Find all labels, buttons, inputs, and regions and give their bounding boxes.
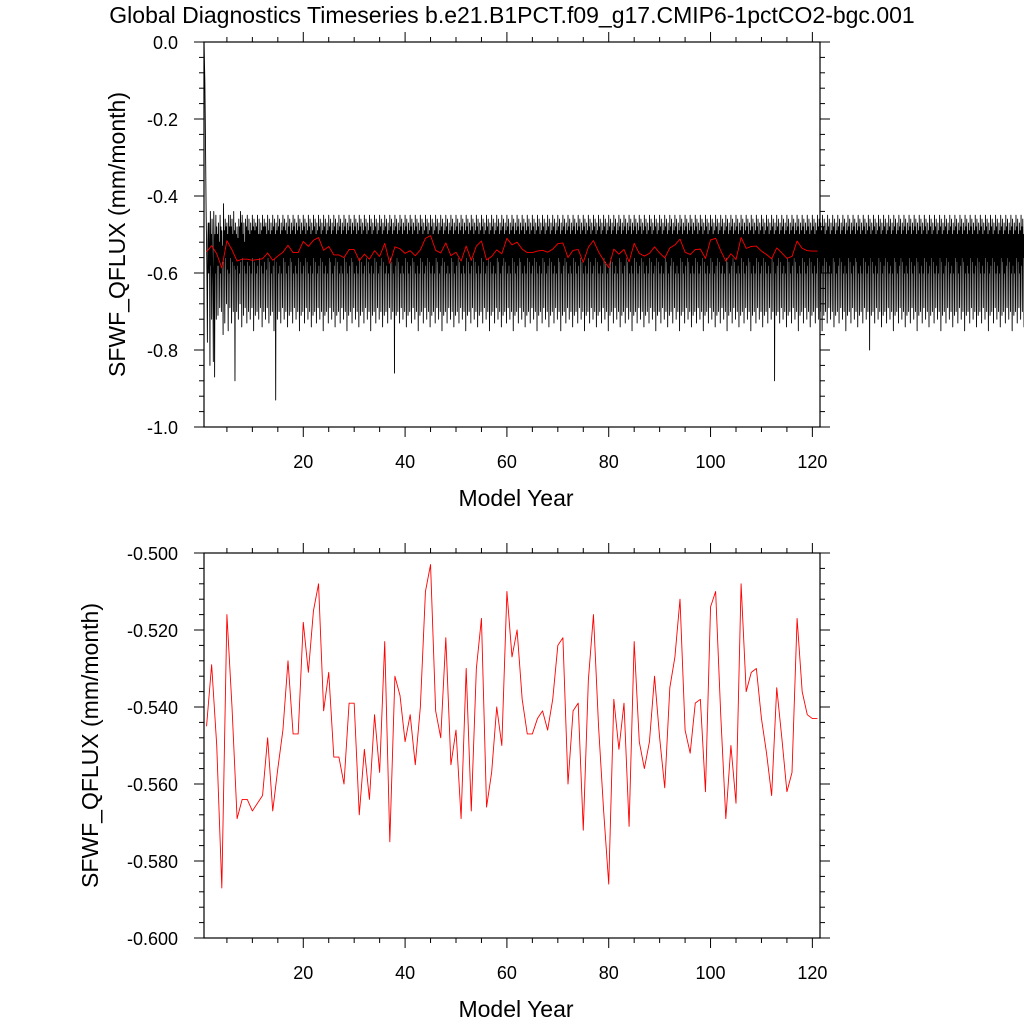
x-tick-label: 80 <box>599 452 619 472</box>
x-tick-label: 120 <box>797 963 827 983</box>
x-tick-label: 60 <box>497 452 517 472</box>
y-tick-label: -0.2 <box>147 110 178 130</box>
x-tick-label: 100 <box>696 963 726 983</box>
y-tick-label: -0.8 <box>147 341 178 361</box>
x-tick-label: 20 <box>293 963 313 983</box>
y-tick-label: -0.520 <box>127 621 178 641</box>
y-tick-label: -1.0 <box>147 418 178 438</box>
x-axis-label: Model Year <box>458 485 573 511</box>
x-tick-label: 120 <box>797 452 827 472</box>
x-tick-label: 60 <box>497 963 517 983</box>
y-tick-label: -0.540 <box>127 698 178 718</box>
x-tick-label: 100 <box>696 452 726 472</box>
x-tick-label: 40 <box>395 963 415 983</box>
y-tick-label: -0.500 <box>127 544 178 564</box>
y-tick-label: -0.4 <box>147 187 178 207</box>
y-axis-label: SFWF_QFLUX (mm/month) <box>104 92 130 377</box>
chart-bottom: 20 40 60 80 100 120 -0.500 -0.520 -0.540 -0.560 -0… <box>77 543 830 1022</box>
page-title: Global Diagnostics Timeseries b.e21.B1PC… <box>109 2 915 28</box>
x-tick-label: 40 <box>395 452 415 472</box>
plot-frame <box>203 552 821 939</box>
y-tick-label: -0.560 <box>127 775 178 795</box>
x-tick-label: 20 <box>293 452 313 472</box>
y-tick-label: -0.6 <box>147 264 178 284</box>
x-axis-label: Model Year <box>458 996 573 1022</box>
plot-frame <box>203 41 821 428</box>
y-axis-label: SFWF_QFLUX (mm/month) <box>77 603 103 888</box>
x-tick-label: 80 <box>599 963 619 983</box>
y-tick-label: 0.0 <box>153 33 178 53</box>
monthly-line <box>203 41 1024 401</box>
y-tick-label: -0.600 <box>127 929 178 949</box>
chart-top: 20 40 60 80 100 120 0.0 -0.2 -0.4 -0.6 -0.8 -1.0 Mod… <box>104 32 1024 511</box>
annual-mean-line <box>206 235 818 269</box>
annual-mean-line <box>206 564 818 889</box>
y-tick-label: -0.580 <box>127 852 178 872</box>
